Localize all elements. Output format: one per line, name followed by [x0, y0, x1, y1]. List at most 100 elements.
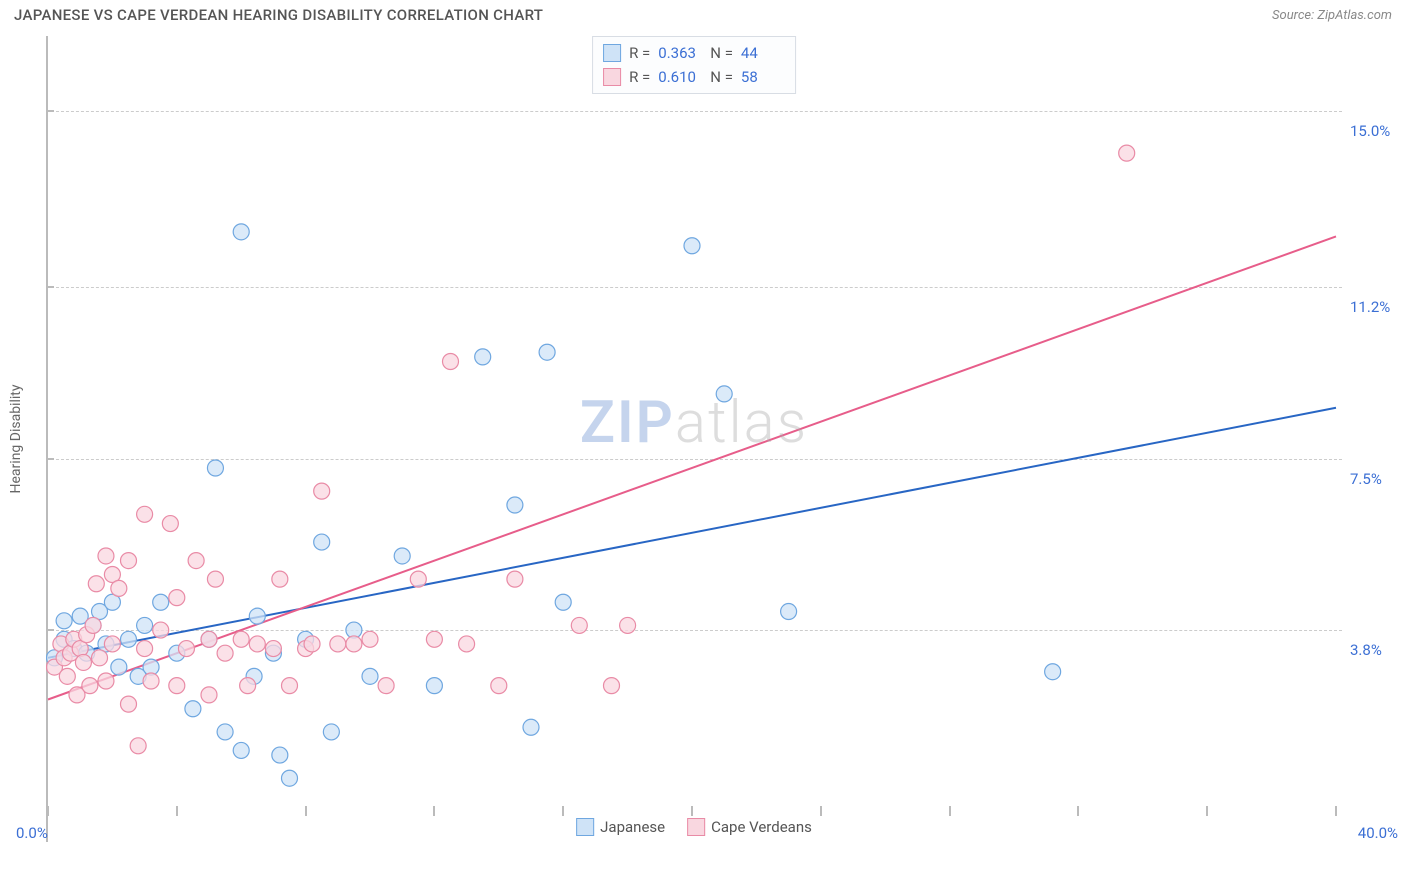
data-point	[314, 483, 330, 499]
data-point	[137, 641, 153, 657]
data-point	[362, 668, 378, 684]
data-point	[507, 571, 523, 587]
x-tick-label: 0.0%	[16, 824, 48, 842]
data-point	[121, 696, 137, 712]
data-point	[169, 590, 185, 606]
legend-r-label: R =	[629, 41, 650, 65]
legend-r-value: 0.610	[658, 65, 702, 89]
y-axis-label: Hearing Disability	[8, 385, 24, 494]
data-point	[265, 641, 281, 657]
data-point	[98, 673, 114, 689]
data-point	[178, 641, 194, 657]
data-point	[104, 636, 120, 652]
data-point	[233, 631, 249, 647]
data-point	[85, 617, 101, 633]
data-point	[153, 594, 169, 610]
chart-title: JAPANESE VS CAPE VERDEAN HEARING DISABIL…	[14, 6, 543, 24]
data-point	[426, 631, 442, 647]
data-point	[188, 553, 204, 569]
data-point	[684, 238, 700, 254]
legend-r-label: R =	[629, 65, 650, 89]
legend-n-value: 44	[741, 41, 785, 65]
data-point	[201, 631, 217, 647]
data-point	[781, 604, 797, 620]
data-point	[207, 571, 223, 587]
data-point	[314, 534, 330, 550]
data-point	[282, 678, 298, 694]
data-point	[130, 738, 146, 754]
data-point	[378, 678, 394, 694]
x-tick-label: 40.0%	[1358, 824, 1398, 842]
data-point	[1119, 145, 1135, 161]
data-point	[1045, 664, 1061, 680]
data-point	[82, 678, 98, 694]
data-point	[121, 553, 137, 569]
data-point	[523, 719, 539, 735]
y-tick-label: 7.5%	[1350, 470, 1406, 488]
data-point	[249, 608, 265, 624]
data-point	[59, 668, 75, 684]
legend-row: R = 0.363 N = 44	[603, 41, 785, 65]
data-point	[459, 636, 475, 652]
data-point	[137, 617, 153, 633]
data-point	[410, 571, 426, 587]
data-point	[272, 747, 288, 763]
data-point	[153, 622, 169, 638]
data-point	[475, 349, 491, 365]
data-point	[304, 636, 320, 652]
data-point	[207, 460, 223, 476]
data-point	[240, 678, 256, 694]
data-point	[137, 506, 153, 522]
chart-header: JAPANESE VS CAPE VERDEAN HEARING DISABIL…	[0, 0, 1406, 28]
data-point	[507, 497, 523, 513]
legend-n-label: N =	[710, 41, 733, 65]
data-point	[217, 645, 233, 661]
legend-swatch	[603, 68, 621, 86]
legend-n-label: N =	[710, 65, 733, 89]
data-point	[272, 571, 288, 587]
plot-area: 3.8%7.5%11.2%15.0%0.0%40.0%	[46, 36, 1342, 842]
data-point	[217, 724, 233, 740]
trend-line	[48, 408, 1336, 658]
chart-container: Hearing Disability 3.8%7.5%11.2%15.0%0.0…	[46, 36, 1342, 842]
data-point	[282, 770, 298, 786]
data-point	[394, 548, 410, 564]
y-tick-label: 3.8%	[1350, 641, 1406, 659]
trend-line	[48, 236, 1336, 699]
data-point	[443, 353, 459, 369]
legend-swatch	[603, 44, 621, 62]
data-point	[323, 724, 339, 740]
data-point	[491, 678, 507, 694]
data-point	[362, 631, 378, 647]
data-point	[201, 687, 217, 703]
data-point	[555, 594, 571, 610]
chart-source: Source: ZipAtlas.com	[1272, 8, 1392, 23]
data-point	[620, 617, 636, 633]
legend-r-value: 0.363	[658, 41, 702, 65]
data-point	[162, 516, 178, 532]
correlation-legend: R = 0.363 N = 44 R = 0.610 N = 58	[592, 36, 796, 94]
data-point	[92, 650, 108, 666]
data-point	[75, 654, 91, 670]
data-point	[56, 613, 72, 629]
scatter-svg	[46, 36, 1342, 842]
data-point	[88, 576, 104, 592]
y-tick-label: 15.0%	[1350, 122, 1406, 140]
y-tick-label: 11.2%	[1350, 298, 1406, 316]
legend-n-value: 58	[741, 65, 785, 89]
data-point	[233, 742, 249, 758]
data-point	[169, 678, 185, 694]
data-point	[716, 386, 732, 402]
data-point	[426, 678, 442, 694]
data-point	[143, 673, 159, 689]
data-point	[111, 659, 127, 675]
legend-row: R = 0.610 N = 58	[603, 65, 785, 89]
data-point	[330, 636, 346, 652]
data-point	[604, 678, 620, 694]
data-point	[571, 617, 587, 633]
data-point	[185, 701, 201, 717]
data-point	[233, 224, 249, 240]
data-point	[249, 636, 265, 652]
data-point	[121, 631, 137, 647]
data-point	[539, 344, 555, 360]
